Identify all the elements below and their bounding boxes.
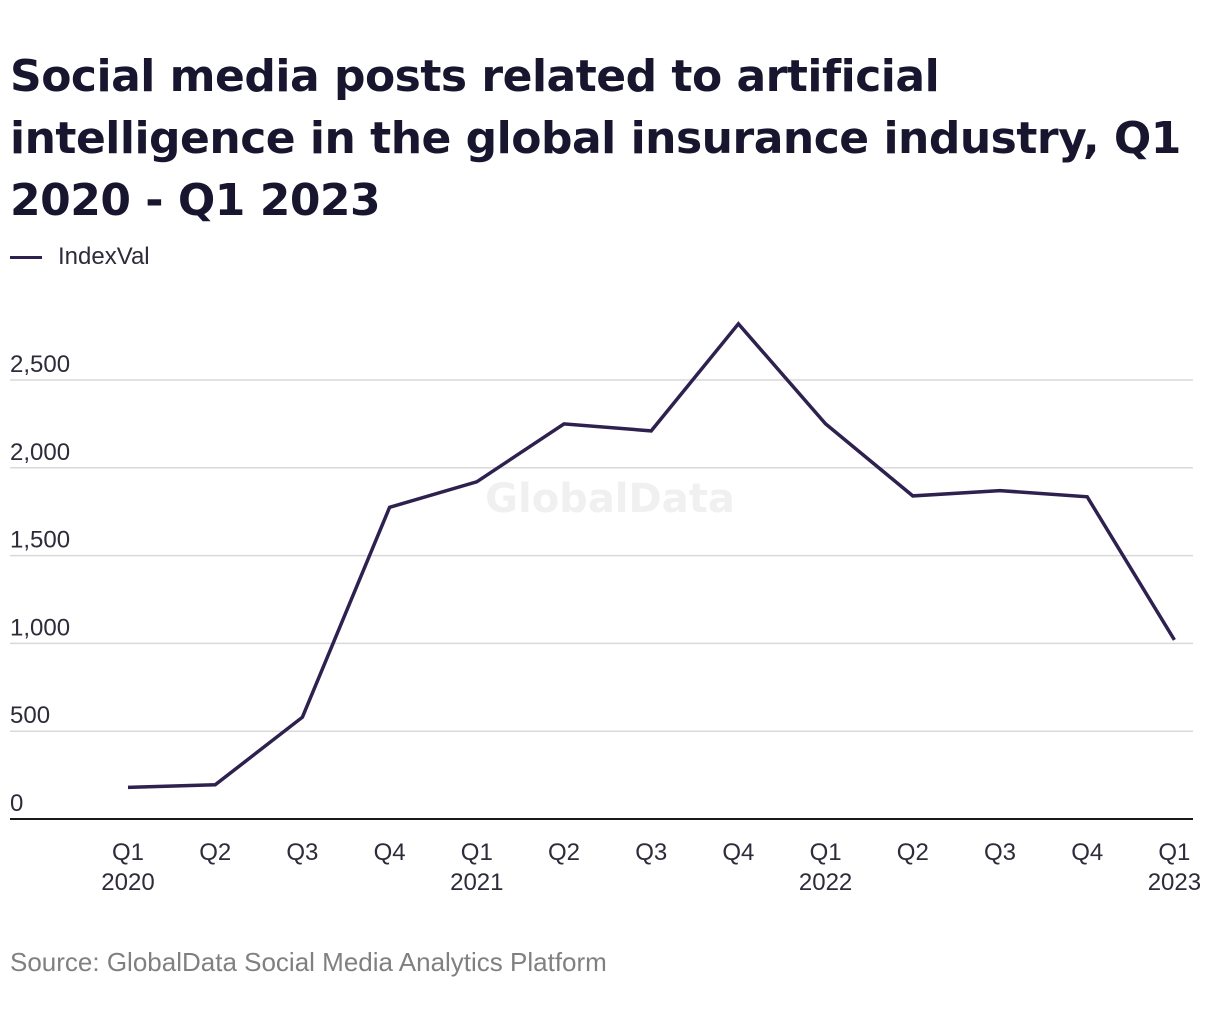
x-tick-year-label: 2020 <box>101 869 154 896</box>
x-tick-label: Q1 <box>810 839 842 866</box>
x-tick-label: Q2 <box>199 839 231 866</box>
y-tick-label: 2,000 <box>10 439 70 466</box>
line-chart: GlobalData 0 500 1,000 1,500 2,000 2,500 Q1 20… <box>10 321 1201 896</box>
watermark: GlobalData <box>485 476 735 522</box>
legend: IndexVal <box>10 242 150 272</box>
gridlines <box>10 379 1193 820</box>
y-tick-label: 1,000 <box>10 614 70 641</box>
x-tick-year-label: 2023 <box>1148 869 1201 896</box>
x-axis-ticks: Q1 2020 Q2 Q3 Q4 Q1 2021 Q2 Q3 Q4 Q1 2022 Q2 Q3 Q4 Q1 20… <box>101 839 1201 896</box>
x-tick-label: Q4 <box>374 839 406 866</box>
series-group <box>127 321 1176 790</box>
x-tick-label: Q2 <box>548 839 580 866</box>
y-axis-ticks: 0 500 1,000 1,500 2,000 2,500 <box>10 351 70 817</box>
x-tick-label: Q1 <box>461 839 493 866</box>
x-tick-label: Q2 <box>897 839 929 866</box>
x-tick-year-label: 2022 <box>799 869 852 896</box>
x-tick-label: Q1 <box>112 839 144 866</box>
y-tick-label: 500 <box>10 702 50 729</box>
legend-line-swatch <box>10 255 42 259</box>
x-tick-label: Q3 <box>984 839 1016 866</box>
x-tick-label: Q1 <box>1158 839 1190 866</box>
y-tick-label: 1,500 <box>10 527 70 554</box>
legend-label: IndexVal <box>58 243 150 270</box>
source-note: Source: GlobalData Social Media Analytic… <box>10 947 607 977</box>
x-tick-label: Q4 <box>722 839 754 866</box>
x-tick-label: Q4 <box>1071 839 1103 866</box>
x-tick-year-label: 2021 <box>450 869 503 896</box>
y-tick-label: 0 <box>10 790 23 817</box>
chart-title: Social media posts related to artificial… <box>10 51 1181 226</box>
x-tick-label: Q3 <box>635 839 667 866</box>
y-tick-label: 2,500 <box>10 351 70 378</box>
x-tick-label: Q3 <box>286 839 318 866</box>
